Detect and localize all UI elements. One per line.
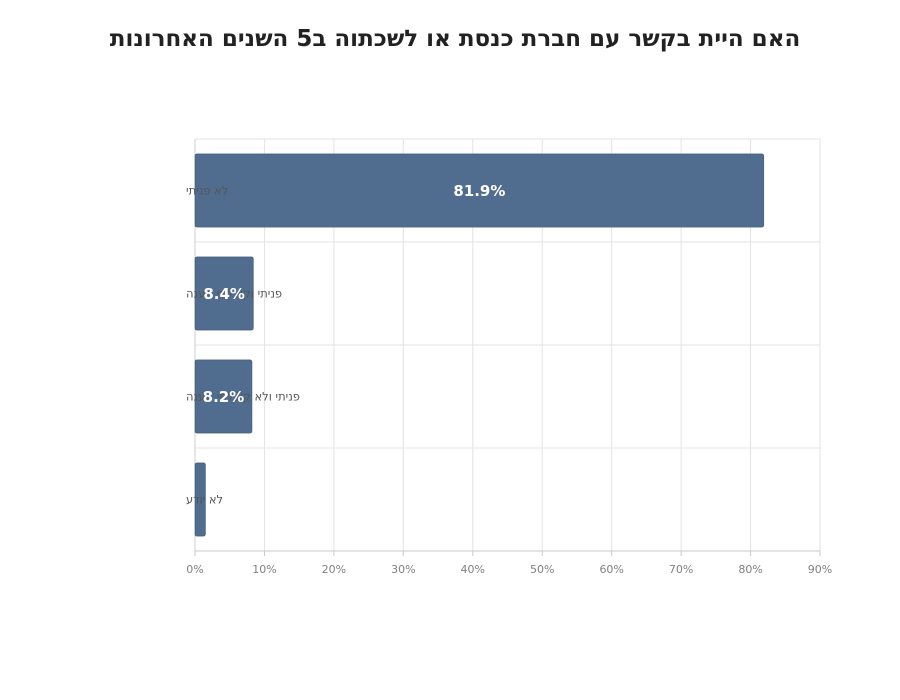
chart-title: האם היית בקשר עם חברת כנסת או לשכתוה ב5 … bbox=[109, 26, 801, 52]
category-label: לא יודע bbox=[186, 493, 223, 507]
data-label: 8.2% bbox=[203, 388, 245, 406]
bar bbox=[194, 462, 206, 537]
x-tick-label: 30% bbox=[391, 563, 415, 576]
x-tick-label: 90% bbox=[808, 563, 832, 576]
x-tick-label: 10% bbox=[252, 563, 276, 576]
x-tick-label: 0% bbox=[186, 563, 203, 576]
bars bbox=[194, 153, 765, 537]
x-tick-label: 50% bbox=[530, 563, 554, 576]
bar bbox=[194, 153, 765, 228]
bar bbox=[194, 256, 254, 331]
x-tick-label: 60% bbox=[599, 563, 623, 576]
x-tick-label: 20% bbox=[322, 563, 346, 576]
category-label: לא פניתי bbox=[186, 184, 228, 198]
bar bbox=[194, 359, 253, 434]
labels: 0% 10% 20% 30% 40% 50% 60% 70% 80% 90% לא פניתי 81.… bbox=[186, 182, 832, 576]
x-tick-label: 40% bbox=[461, 563, 485, 576]
category-label: פניתי ולא קיבלתי מענה bbox=[186, 390, 300, 404]
data-label: 8.4% bbox=[203, 285, 245, 303]
data-label: 81.9% bbox=[453, 182, 505, 200]
x-tick-label: 70% bbox=[669, 563, 693, 576]
category-label: פניתי וקיבלתי מענה bbox=[186, 287, 282, 301]
x-tick-label: 80% bbox=[738, 563, 762, 576]
